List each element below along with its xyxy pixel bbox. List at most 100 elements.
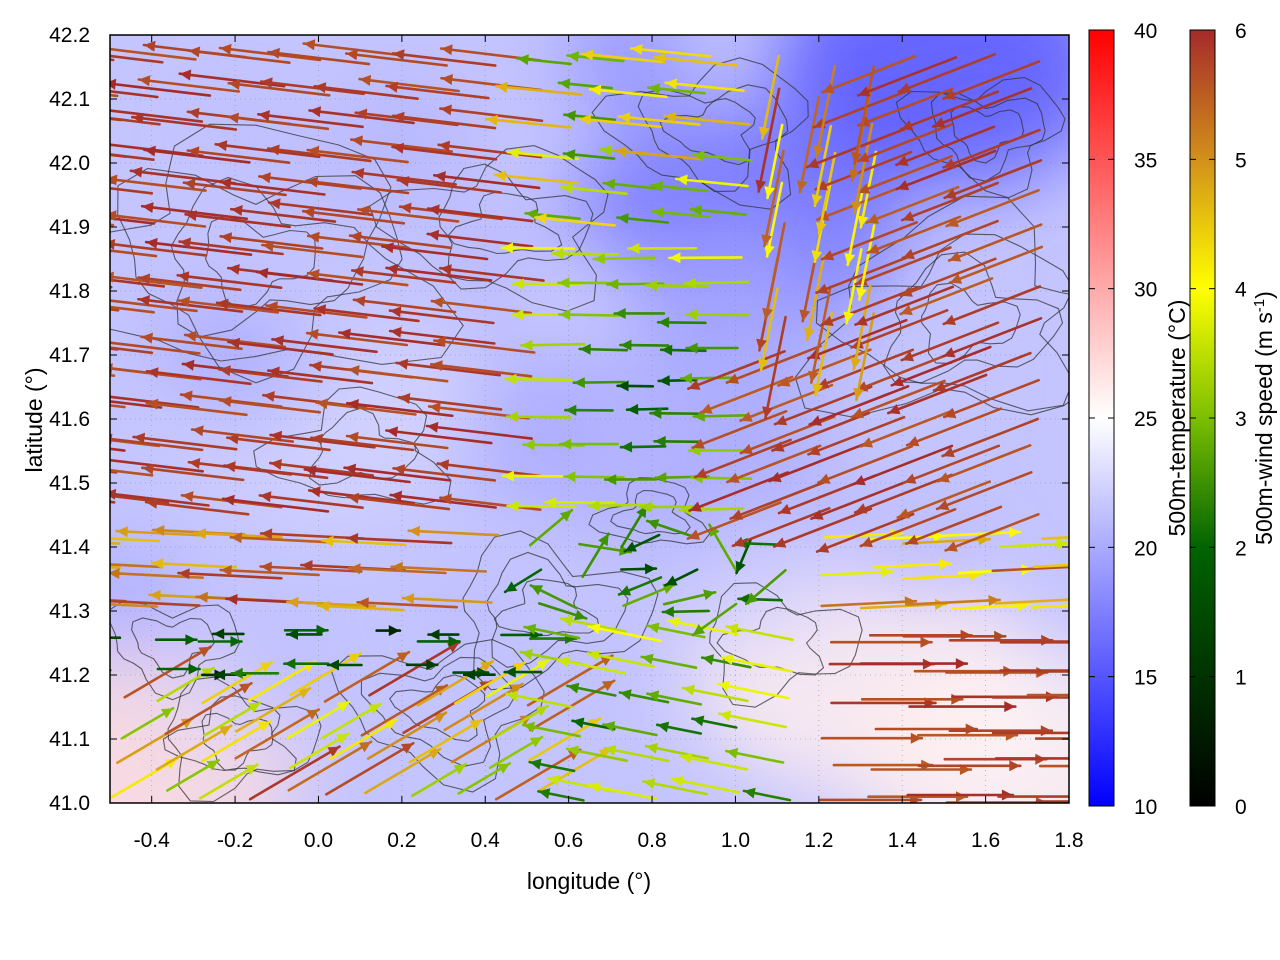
wind-arrow-head	[507, 500, 519, 512]
contour-line	[368, 145, 609, 312]
wind-arrow-head	[579, 343, 591, 355]
wind-arrow-shaft	[360, 684, 449, 737]
wind-arrow-head	[426, 659, 438, 671]
wind-arrow-shaft	[886, 373, 988, 415]
x-axis-title: longitude (°)	[527, 868, 651, 894]
wind-arrow-head	[567, 745, 579, 757]
colorbar-tick-label: 4	[1235, 279, 1247, 302]
wind-label-main: 500m-wind speed (m s	[1251, 312, 1277, 545]
wind-arrow-shaft	[229, 207, 337, 223]
wind-arrow-head	[1128, 733, 1139, 744]
wind-vectors	[13, 39, 1139, 803]
wind-arrow-head	[433, 712, 446, 724]
wind-arrow-head	[600, 145, 612, 156]
wind-arrow-shaft	[320, 539, 407, 547]
wind-arrow-head	[386, 426, 398, 438]
wind-arrow-head	[309, 486, 321, 498]
contour-line	[921, 282, 1021, 364]
wind-arrow-head	[944, 407, 957, 419]
wind-arrow-head	[853, 475, 866, 486]
y-axis-ticks: 41.0 41.1 41.2 41.3 41.4 41.5 41.6 41.7 41.8 41.9…	[49, 24, 1069, 815]
wind-arrow-shaft	[437, 143, 543, 159]
wind-arrow-shaft	[268, 461, 375, 477]
wind-arrow-shaft	[110, 109, 204, 123]
wind-arrow-shaft	[902, 573, 983, 581]
wind-arrow-head	[261, 77, 273, 89]
wind-arrow-head	[269, 198, 281, 210]
wind-arrow-shaft	[588, 87, 668, 99]
wind-arrow-head	[15, 333, 27, 344]
wind-arrow-shaft	[110, 249, 113, 253]
wind-arrow-shaft	[388, 329, 496, 345]
temperature-texture	[344, 79, 470, 205]
wind-arrow-head	[270, 459, 282, 470]
wind-arrow-head	[866, 213, 879, 224]
wind-arrow-shaft	[1031, 604, 1069, 609]
y-tick-label: 41.4	[49, 536, 90, 559]
wind-arrow-head	[382, 242, 394, 254]
wind-arrow-shaft	[932, 351, 1032, 392]
wind-arrow-head	[138, 295, 150, 306]
wind-label-sup: -1	[1251, 299, 1268, 312]
wind-arrow-head	[665, 78, 678, 90]
wind-arrow-head	[306, 176, 319, 188]
wind-arrow-head	[821, 315, 834, 326]
wind-arrow-head	[764, 186, 776, 198]
wind-arrow-shaft	[264, 304, 368, 319]
wind-arrow-shaft	[248, 745, 341, 801]
wind-arrow-head	[310, 360, 322, 372]
wind-arrow-head	[726, 373, 740, 384]
wind-arrow-head	[327, 746, 340, 757]
wind-arrow-head	[138, 75, 151, 87]
wind-arrow-head	[448, 635, 460, 647]
wind-arrow-shaft	[718, 712, 788, 729]
wind-arrow-shaft	[528, 717, 602, 762]
wind-arrow-head	[260, 561, 272, 573]
wind-arrow-head	[808, 445, 821, 456]
wind-arrow-head	[187, 146, 200, 158]
wind-arrow-head	[306, 709, 319, 720]
wind-arrow-head	[98, 139, 110, 150]
wind-arrow-head	[763, 244, 775, 257]
wind-arrow-head	[761, 234, 772, 247]
wind-arrow-head	[900, 304, 913, 316]
wind-arrow-shaft	[429, 362, 533, 378]
wind-arrow-head	[87, 632, 98, 643]
contour-line	[167, 676, 322, 803]
wind-arrow-shaft	[805, 128, 906, 169]
wind-arrow-shaft	[226, 436, 331, 452]
wind-arrow-head	[188, 46, 201, 58]
wind-arrow-head	[907, 436, 920, 447]
wind-arrow-head	[822, 250, 835, 261]
wind-arrow-head	[988, 595, 1000, 606]
wind-arrow-shaft	[757, 87, 781, 193]
wind-arrow-shaft	[110, 468, 154, 477]
wind-arrow-shaft	[613, 149, 704, 161]
wind-arrow-shaft	[586, 651, 656, 668]
wind-arrow-head	[559, 510, 572, 522]
wind-arrow-head	[307, 145, 320, 157]
wind-arrow-head	[860, 437, 874, 448]
wind-arrow-head	[272, 335, 284, 347]
wind-arrow-head	[920, 636, 932, 648]
wind-arrow-shaft	[432, 174, 541, 190]
wind-arrow-shaft	[363, 747, 442, 795]
wind-arrow-head	[943, 89, 956, 100]
wind-arrow-shaft	[286, 700, 351, 740]
wind-arrow-head	[97, 295, 109, 306]
wind-arrow-shaft	[890, 345, 992, 387]
wind-arrow-shaft	[691, 409, 788, 450]
wind-arrow-head	[624, 541, 637, 552]
x-tick-label: 0.0	[304, 829, 333, 852]
wind-arrow-head	[328, 659, 339, 671]
wind-arrow-head	[604, 744, 617, 756]
wind-arrow-shaft	[316, 604, 405, 612]
wind-arrow-shaft	[900, 181, 1000, 222]
wind-arrow-shaft	[385, 84, 490, 100]
wind-arrow-head	[228, 337, 240, 349]
wind-arrow-head	[1114, 530, 1125, 541]
wind-arrow-head	[259, 172, 271, 184]
wind-arrow-head	[13, 209, 25, 220]
wind-arrow-head	[521, 339, 533, 351]
